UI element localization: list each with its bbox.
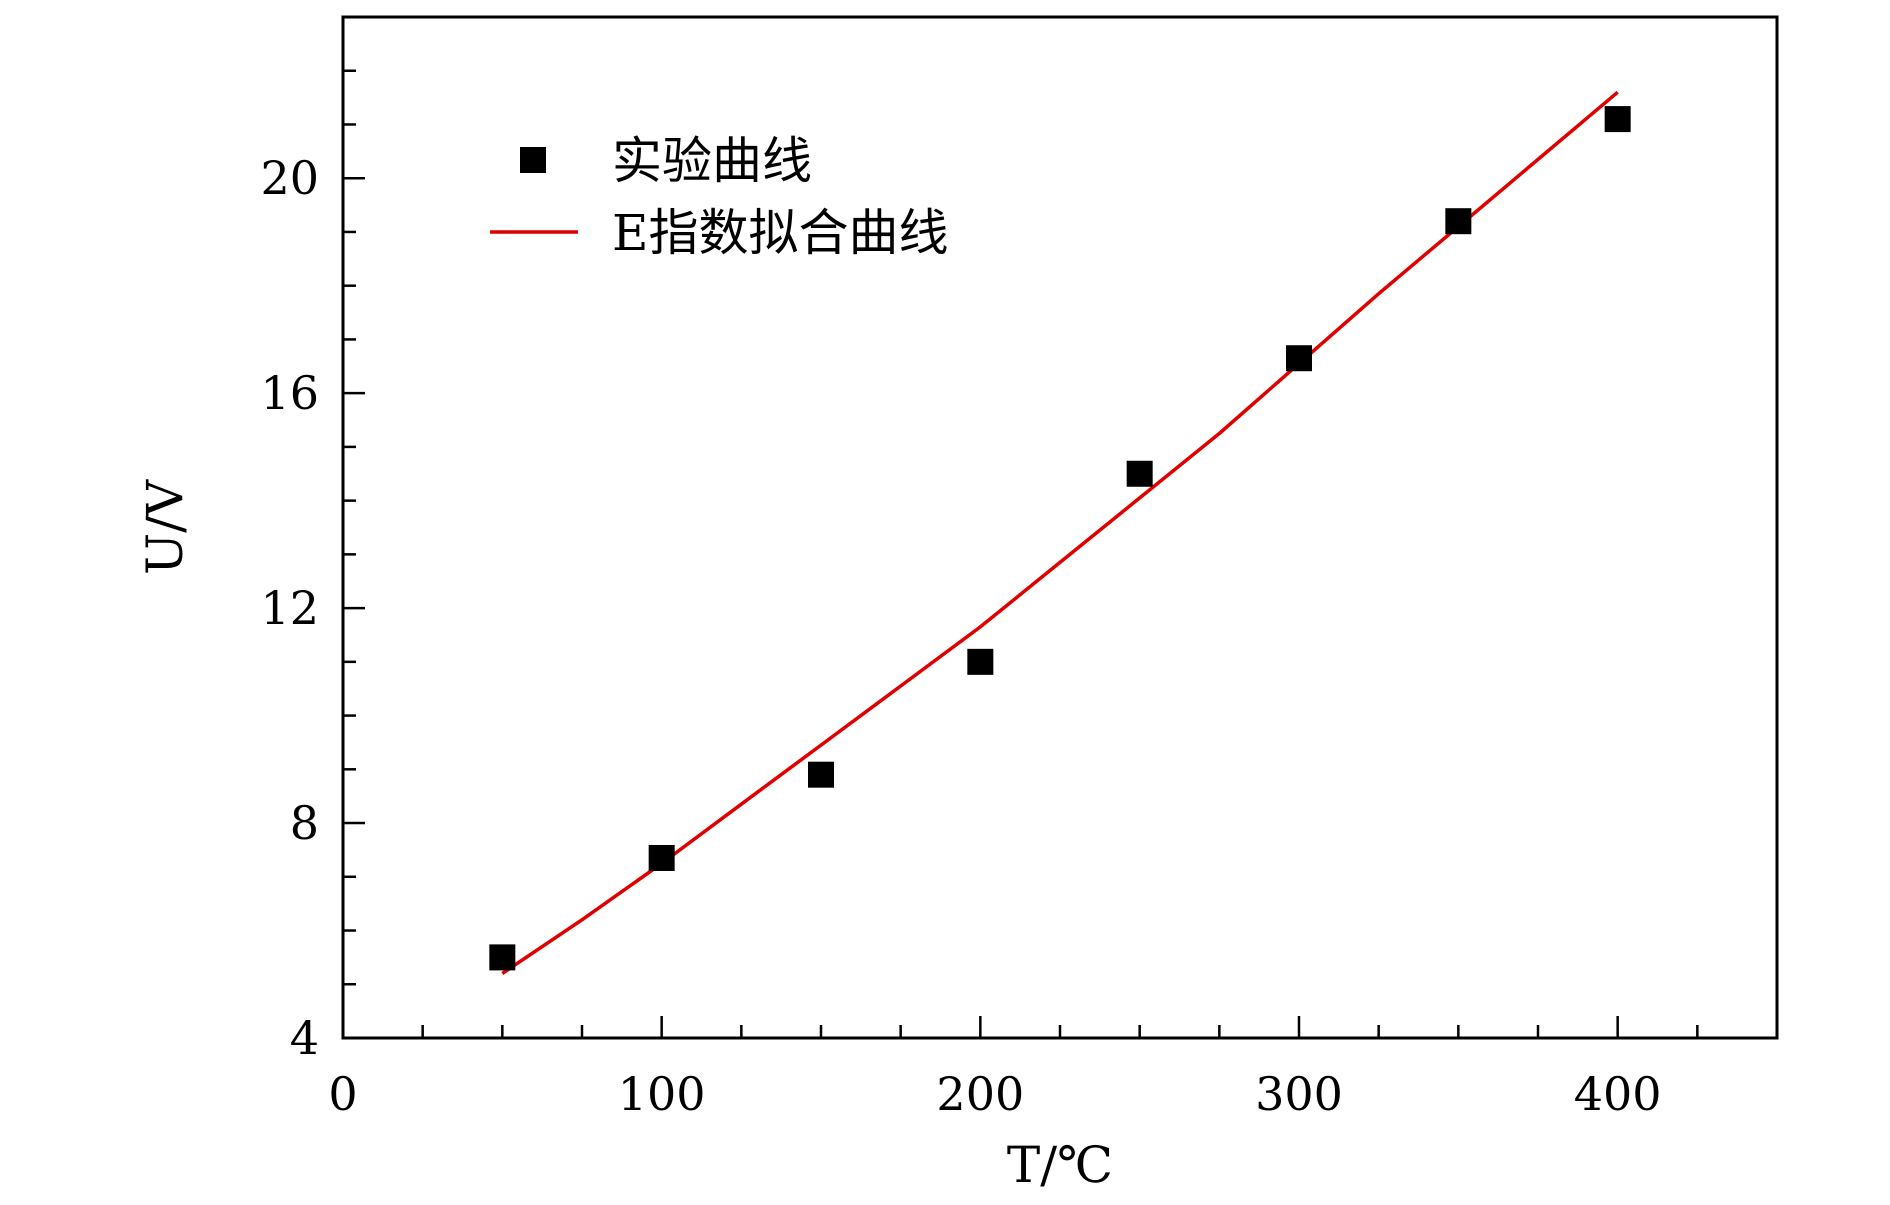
y-axis: 4 8 12 16 20	[260, 15, 365, 1065]
data-point-square	[1286, 345, 1312, 372]
data-point-square	[1445, 208, 1472, 235]
plot-frame-rect	[341, 15, 1779, 1040]
legend: 实验曲线 E指数拟合曲线	[490, 132, 949, 262]
legend-marker-square	[520, 147, 546, 173]
legend-label-fit: E指数拟合曲线	[612, 204, 949, 262]
x-tick-label: 200	[936, 1067, 1024, 1121]
data-point-square	[967, 648, 994, 675]
y-tick-label: 16	[260, 366, 319, 420]
x-axis-title: T/℃	[1007, 1136, 1113, 1194]
data-point-square	[808, 761, 834, 788]
legend-label-experimental: 实验曲线	[612, 132, 812, 190]
data-point-square	[489, 944, 516, 971]
data-point-square	[1126, 460, 1153, 487]
y-axis-title: U/V	[136, 479, 194, 575]
y-tick-label: 8	[290, 796, 319, 850]
fit-curve-line	[501, 90, 1619, 975]
data-point-square	[1604, 106, 1631, 133]
series-layer	[489, 90, 1631, 975]
x-axis: 0 100 200 300 400	[328, 1016, 1779, 1121]
x-tick-label: 100	[618, 1067, 706, 1121]
y-tick-label: 20	[260, 151, 319, 205]
x-tick-label: 300	[1255, 1067, 1343, 1121]
x-tick-label: 400	[1574, 1067, 1662, 1121]
y-tick-label: 4	[290, 1011, 319, 1065]
plot-frame	[341, 15, 1779, 1040]
data-point-square	[648, 844, 675, 871]
x-tick-label: 0	[328, 1067, 357, 1121]
y-tick-label: 12	[260, 581, 319, 635]
